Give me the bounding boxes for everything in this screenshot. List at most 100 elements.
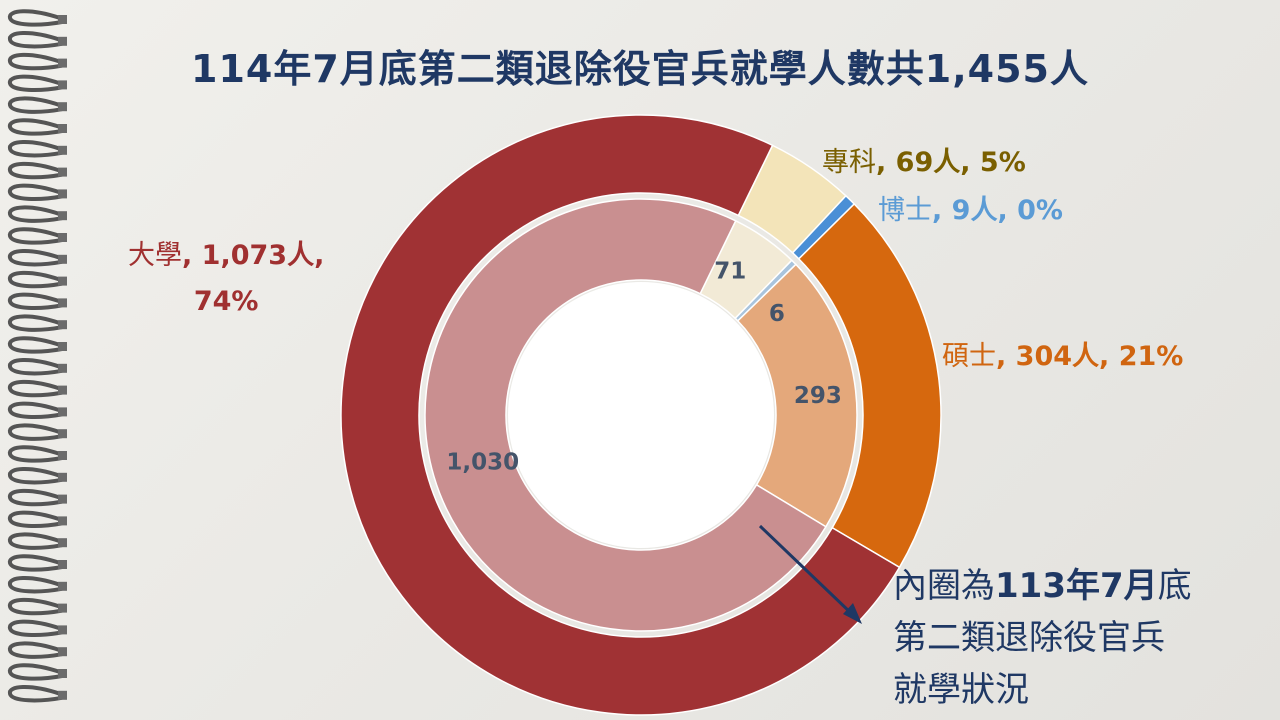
spiral-ring: [8, 96, 63, 114]
spiral-hole: [58, 560, 67, 569]
spiral-hole: [58, 385, 67, 395]
label-university-percent: 74%: [193, 286, 259, 317]
spiral-hole: [58, 124, 67, 133]
spiral-ring: [8, 619, 63, 638]
label-master-sep1: ,: [996, 341, 1016, 372]
spiral-hole: [58, 254, 67, 264]
spiral-hole: [58, 276, 67, 286]
note-line1-suffix: 底: [1157, 566, 1192, 606]
label-master: 碩士, 304人, 21%: [942, 334, 1183, 373]
spiral-ring: [8, 118, 63, 136]
donut-hole: [508, 282, 774, 548]
label-phd-value: 9人: [951, 195, 998, 226]
spiral-hole: [58, 58, 67, 68]
spiral-hole: [58, 669, 67, 678]
spiral-ring: [8, 554, 63, 572]
spiral-ring: [8, 423, 63, 441]
label-university: 大學, 1,073人, 74%: [128, 233, 324, 325]
inner-value-label-碩士: 293: [794, 383, 842, 409]
label-phd-sep1: ,: [932, 195, 952, 226]
label-specialist: 專科, 69人, 5%: [822, 140, 1026, 179]
note-line3: 就學狀況: [893, 670, 1029, 710]
inner-slice-碩士: [736, 263, 858, 528]
chart-title: 114年7月底第二類退除役官兵就學人數共1,455人: [191, 47, 1089, 91]
spiral-ring: [8, 336, 63, 354]
label-specialist-sep1: ,: [876, 147, 896, 178]
label-master-sep2: ,: [1099, 341, 1119, 372]
label-master-value: 304人: [1015, 341, 1100, 372]
spiral-ring: [8, 249, 63, 267]
spiral-hole: [58, 407, 67, 417]
spiral-ring: [8, 445, 63, 463]
label-phd-percent: 0%: [1017, 195, 1063, 226]
spiral-hole: [58, 451, 67, 460]
spiral-hole: [58, 603, 67, 613]
spiral-hole: [58, 472, 67, 482]
spiral-ring: [8, 205, 63, 223]
inner-value-labels: 71 6 293 1,030: [446, 258, 841, 475]
note-line1-bold: 113年7月: [995, 566, 1158, 606]
label-specialist-percent: 5%: [979, 147, 1026, 178]
spiral-hole: [58, 80, 67, 90]
spiral-hole: [58, 516, 67, 526]
spiral-hole: [58, 36, 67, 46]
spiral-hole: [58, 145, 67, 155]
spiral-hole: [58, 233, 67, 242]
outer-slice-大學: [340, 114, 901, 716]
label-university-sep1: ,: [182, 240, 202, 271]
spiral-hole: [58, 538, 67, 548]
spiral-hole: [58, 494, 67, 504]
spiral-ring: [8, 685, 63, 703]
label-specialist-value: 69人: [895, 147, 961, 178]
spiral-ring: [8, 663, 63, 681]
spiral-ring: [8, 314, 63, 332]
spiral-ring: [8, 31, 63, 49]
spiral-hole: [58, 581, 67, 591]
label-phd: 博士, 9人, 0%: [878, 188, 1063, 227]
spiral-hole: [58, 189, 67, 199]
label-phd-name: 博士: [878, 195, 932, 226]
spiral-ring: [8, 74, 63, 93]
note-arrow: [758, 524, 862, 624]
spiral-ring: [8, 227, 63, 245]
spiral-hole: [58, 429, 67, 439]
inner-ring: [424, 198, 858, 632]
spiral-ring: [8, 510, 63, 529]
spiral-hole: [58, 167, 67, 177]
spiral-ring: [8, 488, 63, 507]
label-master-name: 碩士: [942, 341, 996, 372]
inner-value-label-專科: 71: [714, 258, 746, 284]
spiral-hole: [58, 363, 67, 373]
spiral-ring: [8, 641, 63, 659]
spiral-ring: [8, 270, 63, 289]
spiral-hole: [58, 15, 67, 24]
spiral-hole: [58, 625, 67, 635]
spiral-ring: [8, 183, 63, 202]
spiral-ring: [8, 532, 63, 550]
inner-ring-note: 內圈為113年7月底 第二類退除役官兵 就學狀況: [893, 560, 1273, 716]
spiral-ring: [8, 597, 63, 616]
label-phd-sep2: ,: [997, 195, 1018, 226]
spiral-hole: [58, 647, 67, 657]
spiral-ring: [8, 292, 63, 311]
spiral-hole: [58, 342, 67, 351]
spiral-hole: [58, 320, 67, 330]
spiral-ring: [8, 52, 63, 71]
outer-ring: [340, 114, 942, 716]
spiral-ring: [8, 467, 63, 485]
label-specialist-sep2: ,: [960, 147, 980, 178]
inner-slice-大學: [424, 198, 827, 632]
spiral-ring: [8, 379, 63, 398]
label-university-sep2: ,: [314, 240, 325, 271]
spiral-ring: [8, 140, 63, 158]
note-line1-prefix: 內圈為: [893, 566, 995, 606]
spiral-hole: [58, 690, 67, 700]
inner-value-label-大學: 1,030: [446, 450, 519, 476]
spiral-binding-icon: [8, 9, 67, 703]
spiral-ring: [8, 401, 63, 420]
label-specialist-name: 專科: [822, 147, 876, 178]
spiral-hole: [58, 102, 67, 112]
spiral-hole: [58, 298, 67, 308]
spiral-ring: [8, 576, 63, 594]
